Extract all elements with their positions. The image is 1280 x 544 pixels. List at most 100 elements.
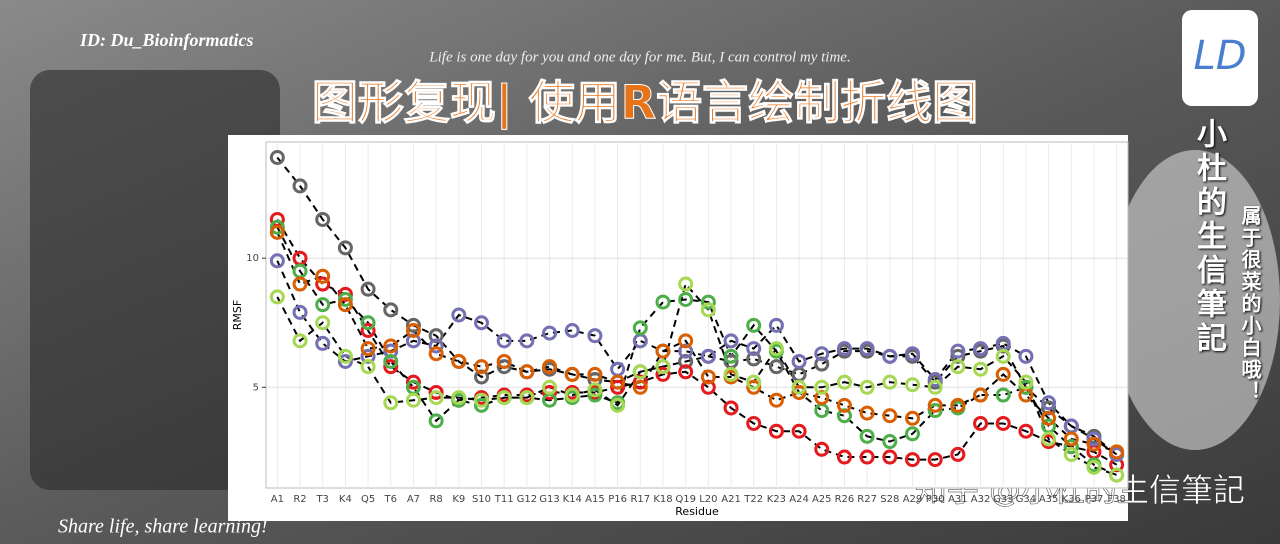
point [315, 335, 331, 351]
point [519, 390, 535, 406]
x-tick-label: G12 [517, 494, 537, 505]
point [360, 341, 376, 357]
point [405, 333, 421, 349]
point [383, 302, 399, 318]
point [383, 359, 399, 375]
x-tick-label: S28 [880, 494, 899, 505]
plot-area [265, 141, 1129, 489]
point [905, 426, 920, 442]
point [632, 379, 648, 395]
point [451, 390, 467, 406]
point [337, 286, 353, 302]
point [1041, 431, 1057, 447]
tagline: 属于很菜的小白哦！ [1238, 205, 1262, 403]
point [1041, 395, 1057, 411]
point [1018, 374, 1034, 390]
x-tick-label: P16 [608, 494, 627, 505]
point [905, 377, 920, 393]
point [1041, 410, 1057, 426]
point [337, 353, 353, 369]
point [905, 410, 920, 426]
point [564, 387, 580, 403]
x-tick-label: A25 [812, 494, 832, 505]
point [678, 364, 694, 380]
point [905, 452, 920, 468]
point [995, 415, 1011, 431]
point [791, 379, 807, 395]
point [383, 338, 399, 354]
point [428, 328, 444, 344]
point [723, 333, 739, 349]
x-tick-label: K14 [563, 494, 582, 505]
point [836, 408, 852, 424]
point [428, 338, 444, 354]
x-tick-label: A24 [789, 494, 809, 505]
point [496, 359, 512, 375]
point [927, 379, 943, 395]
x-tick-label: G33 [993, 494, 1013, 505]
point [496, 390, 512, 406]
point [1018, 348, 1034, 364]
x-tick-label: R8 [429, 494, 442, 505]
point [292, 178, 308, 194]
point [746, 341, 762, 357]
point [768, 341, 784, 357]
logo: LD [1193, 33, 1246, 79]
point [882, 374, 898, 390]
point [269, 224, 285, 240]
point [973, 415, 989, 431]
x-tick-label: A29 [903, 494, 923, 505]
point [723, 400, 739, 416]
x-tick-label: K9 [452, 494, 465, 505]
point [950, 359, 966, 375]
point [360, 315, 376, 331]
point [746, 317, 762, 333]
point [882, 434, 898, 450]
point [746, 415, 762, 431]
x-tick-label: L20 [699, 494, 717, 505]
point [474, 359, 489, 375]
point [882, 348, 898, 364]
point [292, 333, 308, 349]
point [859, 449, 875, 465]
x-tick-label: A21 [721, 494, 741, 505]
point [859, 428, 875, 444]
point [360, 322, 376, 338]
point [474, 369, 489, 385]
point [269, 253, 285, 269]
point [1063, 431, 1079, 447]
point [383, 395, 399, 411]
point [405, 374, 421, 390]
point [768, 392, 784, 408]
point [678, 343, 694, 359]
x-tick-label: A35 [1039, 494, 1059, 505]
point [360, 359, 376, 375]
point [519, 364, 535, 380]
motto: Life is one day for you and one day for … [428, 49, 850, 65]
point [474, 397, 489, 413]
point [836, 449, 852, 465]
point [950, 348, 966, 364]
id-text: ID: Du_Bioinformatics [79, 30, 254, 50]
title: 图形复现| 使用R语言绘制折线图 [312, 76, 978, 131]
point [927, 397, 943, 413]
point [723, 348, 739, 364]
point [995, 387, 1011, 403]
point [791, 384, 807, 400]
point [269, 149, 285, 165]
point [542, 379, 558, 395]
point [269, 219, 285, 235]
point [383, 343, 399, 359]
x-tick-label: P37 [1085, 494, 1104, 505]
point [678, 333, 694, 349]
x-tick-label: K36 [1062, 494, 1081, 505]
point [610, 397, 626, 413]
x-tick-label: K4 [339, 494, 352, 505]
point [587, 382, 603, 398]
point [315, 315, 331, 331]
blog-name: 小杜的生信筆記 [1191, 118, 1226, 356]
y-tick-label: 10 [246, 253, 259, 264]
point [383, 353, 399, 369]
point [1063, 439, 1079, 455]
